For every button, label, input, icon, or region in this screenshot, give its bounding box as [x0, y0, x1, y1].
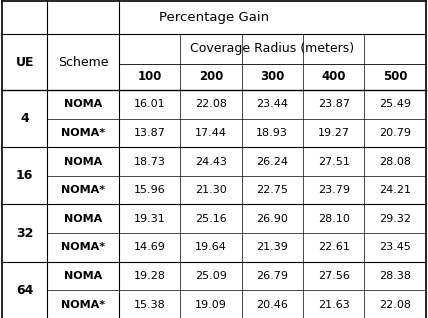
- Text: 23.44: 23.44: [256, 99, 288, 109]
- Text: 23.87: 23.87: [318, 99, 350, 109]
- Text: 19.28: 19.28: [134, 271, 165, 281]
- Text: 27.51: 27.51: [318, 156, 350, 167]
- Text: 500: 500: [383, 70, 407, 83]
- Text: 19.27: 19.27: [318, 128, 350, 138]
- Text: 32: 32: [16, 227, 33, 239]
- Text: Scheme: Scheme: [58, 56, 108, 69]
- Text: 16: 16: [16, 169, 33, 182]
- Text: 20.46: 20.46: [256, 300, 288, 310]
- Text: 17.44: 17.44: [195, 128, 227, 138]
- Text: 200: 200: [199, 70, 223, 83]
- Text: 22.61: 22.61: [318, 242, 350, 252]
- Text: 19.64: 19.64: [195, 242, 227, 252]
- Text: NOMA: NOMA: [64, 99, 102, 109]
- Text: 27.56: 27.56: [318, 271, 350, 281]
- Text: 18.93: 18.93: [256, 128, 288, 138]
- Text: NOMA*: NOMA*: [61, 300, 105, 310]
- Text: 300: 300: [260, 70, 285, 83]
- Text: 14.69: 14.69: [134, 242, 165, 252]
- Text: 13.87: 13.87: [134, 128, 165, 138]
- Text: 15.38: 15.38: [134, 300, 165, 310]
- Text: 25.09: 25.09: [195, 271, 227, 281]
- Text: NOMA*: NOMA*: [61, 185, 105, 195]
- Text: 23.79: 23.79: [318, 185, 350, 195]
- Text: 24.43: 24.43: [195, 156, 227, 167]
- Text: 26.79: 26.79: [256, 271, 288, 281]
- Text: 22.08: 22.08: [195, 99, 227, 109]
- Text: 26.90: 26.90: [256, 214, 288, 224]
- Text: 16.01: 16.01: [134, 99, 165, 109]
- Text: 21.63: 21.63: [318, 300, 350, 310]
- Text: 25.16: 25.16: [195, 214, 227, 224]
- Text: 64: 64: [16, 284, 33, 297]
- Text: NOMA*: NOMA*: [61, 242, 105, 252]
- Text: 28.10: 28.10: [318, 214, 350, 224]
- Text: 29.32: 29.32: [379, 214, 411, 224]
- Text: UE: UE: [15, 56, 34, 69]
- Text: 22.08: 22.08: [379, 300, 411, 310]
- Text: 20.79: 20.79: [379, 128, 411, 138]
- Text: 28.08: 28.08: [379, 156, 411, 167]
- Text: 400: 400: [321, 70, 346, 83]
- Text: 19.31: 19.31: [134, 214, 165, 224]
- Text: 4: 4: [20, 112, 29, 125]
- Text: 21.39: 21.39: [256, 242, 288, 252]
- Text: 25.49: 25.49: [379, 99, 411, 109]
- Text: NOMA: NOMA: [64, 271, 102, 281]
- Text: NOMA: NOMA: [64, 156, 102, 167]
- Text: 28.38: 28.38: [379, 271, 411, 281]
- Text: 23.45: 23.45: [379, 242, 411, 252]
- Text: 15.96: 15.96: [134, 185, 165, 195]
- Text: Coverage Radius (meters): Coverage Radius (meters): [190, 43, 354, 55]
- Text: 22.75: 22.75: [256, 185, 288, 195]
- Text: 26.24: 26.24: [256, 156, 288, 167]
- Text: Percentage Gain: Percentage Gain: [159, 11, 269, 24]
- Text: 19.09: 19.09: [195, 300, 227, 310]
- Text: NOMA: NOMA: [64, 214, 102, 224]
- Text: 21.30: 21.30: [195, 185, 227, 195]
- Text: 100: 100: [137, 70, 162, 83]
- Text: 18.73: 18.73: [134, 156, 165, 167]
- Text: NOMA*: NOMA*: [61, 128, 105, 138]
- Text: 24.21: 24.21: [379, 185, 411, 195]
